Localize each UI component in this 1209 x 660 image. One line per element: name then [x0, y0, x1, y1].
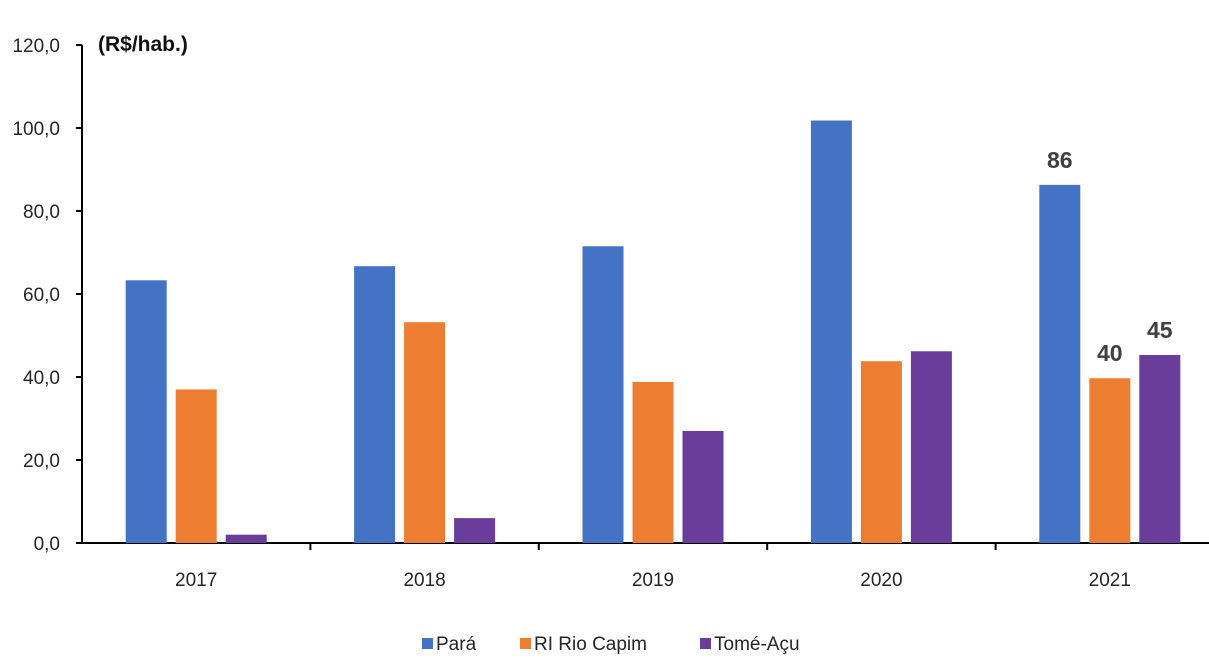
bar-tom-a-u-2020: [910, 351, 952, 543]
y-tick-label: 80,0: [23, 202, 60, 223]
x-tick-label: 2021: [1089, 570, 1131, 591]
bar-group: [125, 120, 1181, 544]
y-axis: 0,0 20,0 40,0 60,0 80,0 100,0 120,0: [12, 36, 83, 555]
y-tick-label: 100,0: [12, 119, 60, 140]
y-tick-label: 0,0: [34, 534, 60, 555]
y-tick-label: 60,0: [23, 285, 60, 306]
bar-ri-rio-capim-2020: [860, 361, 902, 543]
data-label: 45: [1147, 317, 1173, 343]
legend-swatch: [520, 638, 531, 649]
y-tick-label: 20,0: [23, 451, 60, 472]
bar-par--2021: [1039, 184, 1081, 544]
legend-swatch: [422, 638, 433, 649]
y-tick-label: 40,0: [23, 368, 60, 389]
bar-ri-rio-capim-2021: [1089, 378, 1131, 543]
data-label: 40: [1097, 340, 1123, 366]
bar-ri-rio-capim-2018: [404, 322, 446, 543]
legend: Pará RI Rio Capim Tomé-Açu: [422, 634, 800, 655]
legend-label: Tomé-Açu: [714, 634, 800, 655]
x-tick-label: 2020: [860, 570, 902, 591]
bar-ri-rio-capim-2017: [175, 389, 217, 543]
bar-tom-a-u-2017: [225, 534, 267, 543]
bar-par--2017: [125, 280, 167, 543]
bar-ri-rio-capim-2019: [632, 381, 674, 543]
data-label: 86: [1047, 147, 1073, 173]
bar-par--2020: [810, 120, 852, 543]
bar-tom-a-u-2019: [682, 430, 724, 543]
bar-par--2019: [582, 246, 624, 543]
x-tick-label: 2019: [632, 570, 674, 591]
bar-tom-a-u-2018: [454, 518, 496, 543]
data-label-group: 86 40 45: [1047, 147, 1173, 366]
x-tick-label: 2018: [403, 570, 445, 591]
legend-label: RI Rio Capim: [534, 634, 647, 655]
legend-swatch: [700, 638, 711, 649]
legend-label: Pará: [436, 634, 477, 655]
x-tick-label: 2017: [175, 570, 217, 591]
bar-par--2018: [354, 266, 396, 543]
y-tick-label: 120,0: [12, 36, 60, 57]
bar-tom-a-u-2021: [1139, 355, 1181, 543]
x-axis: 2017 2018 2019 2020 2021: [82, 542, 1209, 591]
y-axis-unit-label: (R$/hab.): [98, 33, 188, 56]
